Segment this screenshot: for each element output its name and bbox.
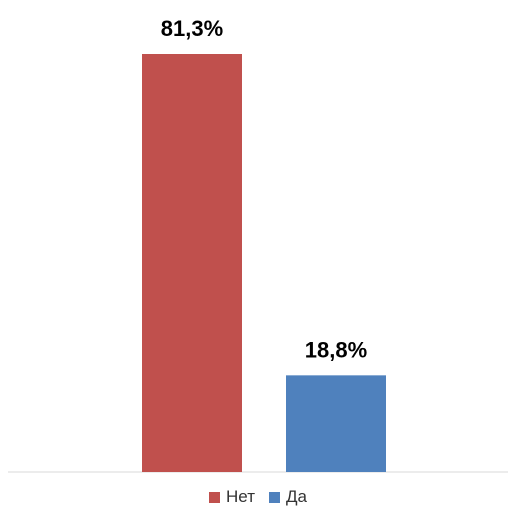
legend-swatch-da <box>268 491 280 503</box>
plot-area: 81,3% 18,8% <box>8 16 508 473</box>
data-label-da: 18,8% <box>305 337 367 362</box>
legend-label-net: Нет <box>226 487 255 506</box>
bar-da <box>286 375 386 472</box>
data-label-net: 81,3% <box>161 16 223 41</box>
legend-item-da: Да <box>268 487 307 507</box>
legend: Нет Да <box>0 487 516 507</box>
legend-item-net: Нет <box>209 487 255 507</box>
bar-net <box>142 54 242 472</box>
legend-swatch-net <box>209 491 221 503</box>
legend-label-da: Да <box>285 487 307 506</box>
